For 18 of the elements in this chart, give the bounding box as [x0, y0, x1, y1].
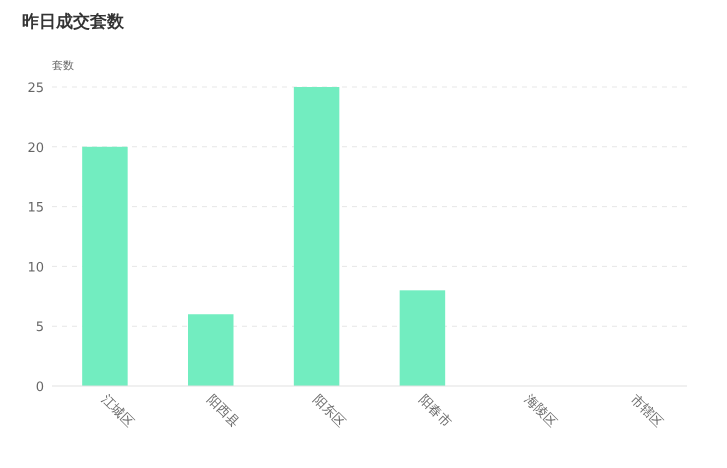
- x-tick-label: 海陵区: [521, 392, 560, 430]
- x-tick-label: 阳西县: [204, 392, 242, 430]
- bar: [188, 314, 234, 386]
- x-tick-label: 江城区: [98, 392, 136, 430]
- y-tick-label: 5: [36, 320, 44, 336]
- bar: [400, 290, 446, 386]
- bar: [294, 87, 340, 386]
- x-tick-label: 阳春市: [416, 392, 454, 430]
- bar: [82, 146, 128, 386]
- y-axis-title: 套数: [52, 59, 74, 72]
- y-tick-label: 15: [27, 200, 44, 216]
- y-tick-label: 20: [27, 140, 44, 156]
- y-tick-label: 10: [27, 260, 44, 276]
- y-tick-label: 0: [36, 380, 44, 395]
- x-tick-label: 阳东区: [310, 392, 348, 430]
- chart-title: 昨日成交套数: [22, 12, 125, 32]
- y-tick-label: 25: [27, 81, 44, 96]
- x-tick-label: 市辖区: [627, 392, 666, 430]
